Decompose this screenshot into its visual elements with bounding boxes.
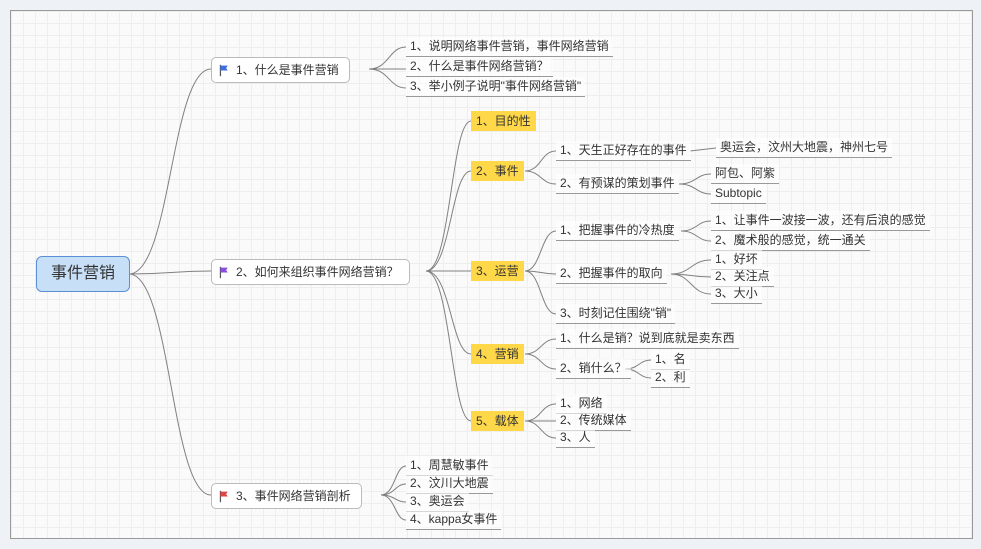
- sub-purpose[interactable]: 1、目的性: [471, 111, 536, 131]
- b3-child-4[interactable]: 4、kappa女事件: [406, 510, 501, 530]
- sub-event[interactable]: 2、事件: [471, 161, 524, 181]
- b3-child-3[interactable]: 3、奥运会: [406, 492, 469, 512]
- carrier-people[interactable]: 3、人: [556, 428, 595, 448]
- op-orient-3[interactable]: 3、大小: [711, 284, 762, 304]
- sub-marketing[interactable]: 4、营销: [471, 344, 524, 364]
- mk-name[interactable]: 1、名: [651, 350, 690, 370]
- op-heat-1[interactable]: 1、让事件一波接一波，还有后浪的感觉: [711, 211, 930, 231]
- flag-blue-icon: [218, 64, 231, 77]
- branch-1-label: 1、什么是事件营销: [236, 61, 339, 79]
- mk-what[interactable]: 1、什么是销？说到底就是卖东西: [556, 329, 739, 349]
- mindmap-canvas: 事件营销 1、什么是事件营销 1、说明网络事件营销，事件网络营销 2、什么是事件…: [10, 10, 973, 539]
- flag-purple-icon: [218, 266, 231, 279]
- flag-red-icon: [218, 490, 231, 503]
- mk-profit[interactable]: 2、利: [651, 368, 690, 388]
- branch-2[interactable]: 2、如何来组织事件网络营销？: [211, 259, 410, 285]
- event-natural[interactable]: 1、天生正好存在的事件: [556, 141, 691, 161]
- root-node[interactable]: 事件营销: [36, 256, 130, 292]
- branch-3-label: 3、事件网络营销剖析: [236, 487, 351, 505]
- b3-child-1[interactable]: 1、周慧敏事件: [406, 456, 493, 476]
- event-planned-ex2[interactable]: Subtopic: [711, 184, 766, 204]
- mk-sellwhat[interactable]: 2、销什么？: [556, 359, 631, 379]
- op-orient[interactable]: 2、把握事件的取向: [556, 264, 667, 284]
- op-heat[interactable]: 1、把握事件的冷热度: [556, 221, 679, 241]
- op-heat-2[interactable]: 2、魔术般的感觉，统一通关: [711, 231, 870, 251]
- event-natural-ex[interactable]: 奥运会，汶州大地震，神州七号: [716, 138, 892, 158]
- branch-3[interactable]: 3、事件网络营销剖析: [211, 483, 362, 509]
- b3-child-2[interactable]: 2、汶川大地震: [406, 474, 493, 494]
- b1-child-3[interactable]: 3、举小例子说明"事件网络营销": [406, 77, 585, 97]
- sub-carrier[interactable]: 5、载体: [471, 411, 524, 431]
- event-planned[interactable]: 2、有预谋的策划事件: [556, 174, 679, 194]
- branch-2-label: 2、如何来组织事件网络营销？: [236, 263, 399, 281]
- event-planned-ex1[interactable]: 阿包、阿紫: [711, 164, 779, 184]
- b1-child-1[interactable]: 1、说明网络事件营销，事件网络营销: [406, 37, 613, 57]
- op-focus[interactable]: 3、时刻记住围绕"销": [556, 304, 675, 324]
- b1-child-2[interactable]: 2、什么是事件网络营销？: [406, 57, 553, 77]
- root-label: 事件营销: [51, 265, 115, 282]
- sub-operate[interactable]: 3、运营: [471, 261, 524, 281]
- branch-1[interactable]: 1、什么是事件营销: [211, 57, 350, 83]
